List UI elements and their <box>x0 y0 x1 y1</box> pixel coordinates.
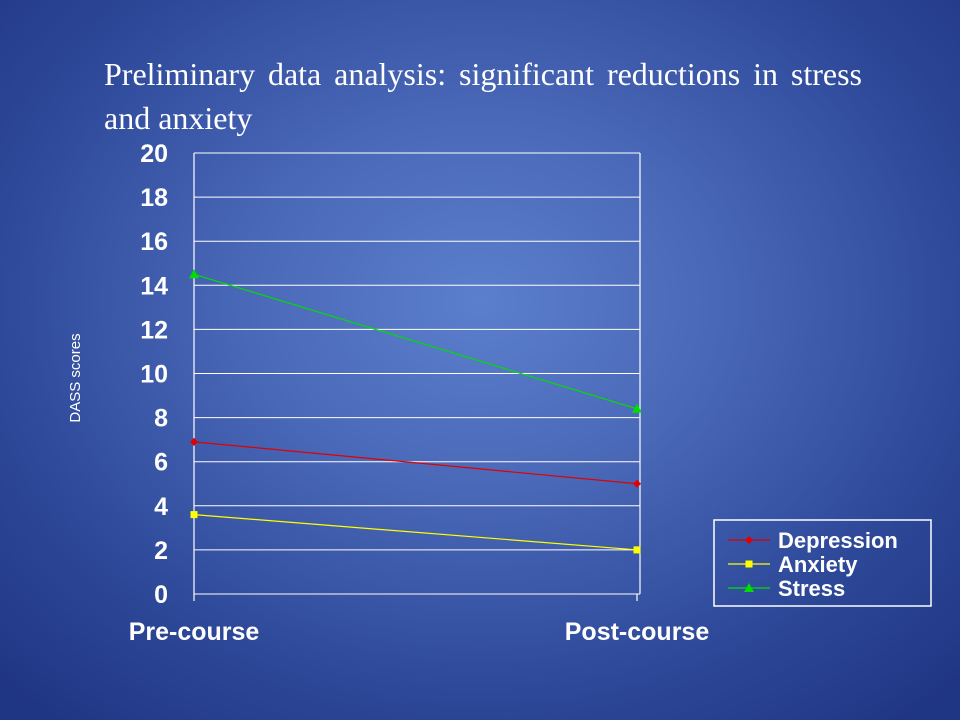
data-point-stress <box>632 403 642 413</box>
series-group <box>189 269 642 554</box>
legend-label-stress: Stress <box>778 576 845 601</box>
y-tick-label: 12 <box>140 316 168 344</box>
data-point-anxiety <box>633 546 641 554</box>
legend-marker-stress <box>744 583 754 592</box>
y-tick-label: 16 <box>140 228 168 256</box>
y-tick-label: 2 <box>154 537 168 565</box>
y-tick-label: 18 <box>140 184 168 212</box>
legend-marker-depression <box>745 536 753 544</box>
series-line-stress <box>193 273 638 410</box>
y-tick-label: 6 <box>154 449 168 477</box>
y-tick-label: 8 <box>154 405 168 433</box>
y-tick-label: 10 <box>140 361 168 389</box>
data-point-anxiety <box>190 511 198 519</box>
legend-label-anxiety: Anxiety <box>778 552 858 577</box>
y-tick-label: 0 <box>154 581 168 609</box>
series-line-anxiety <box>193 514 638 551</box>
series-line-depression <box>193 441 638 485</box>
y-axis-ticks: 0 2 4 6 8 10 12 14 16 18 20 <box>140 140 168 609</box>
x-axis-ticks: Pre-course Post-course <box>129 618 710 646</box>
slide-title: Preliminary data analysis: significant r… <box>104 56 862 136</box>
legend-label-depression: Depression <box>778 528 898 553</box>
x-tick-label: Pre-course <box>129 618 260 646</box>
y-tick-label: 4 <box>154 493 168 521</box>
y-tick-label: 14 <box>140 272 168 300</box>
data-point-depression <box>633 479 641 488</box>
x-tick-label: Post-course <box>565 618 710 646</box>
data-point-stress <box>189 269 199 279</box>
y-tick-label: 20 <box>140 140 168 168</box>
y-axis-label: DASS scores <box>67 333 84 422</box>
data-point-depression <box>190 437 198 446</box>
legend-marker-anxiety <box>745 560 753 568</box>
gridlines <box>193 152 641 601</box>
legend-box <box>713 519 932 607</box>
